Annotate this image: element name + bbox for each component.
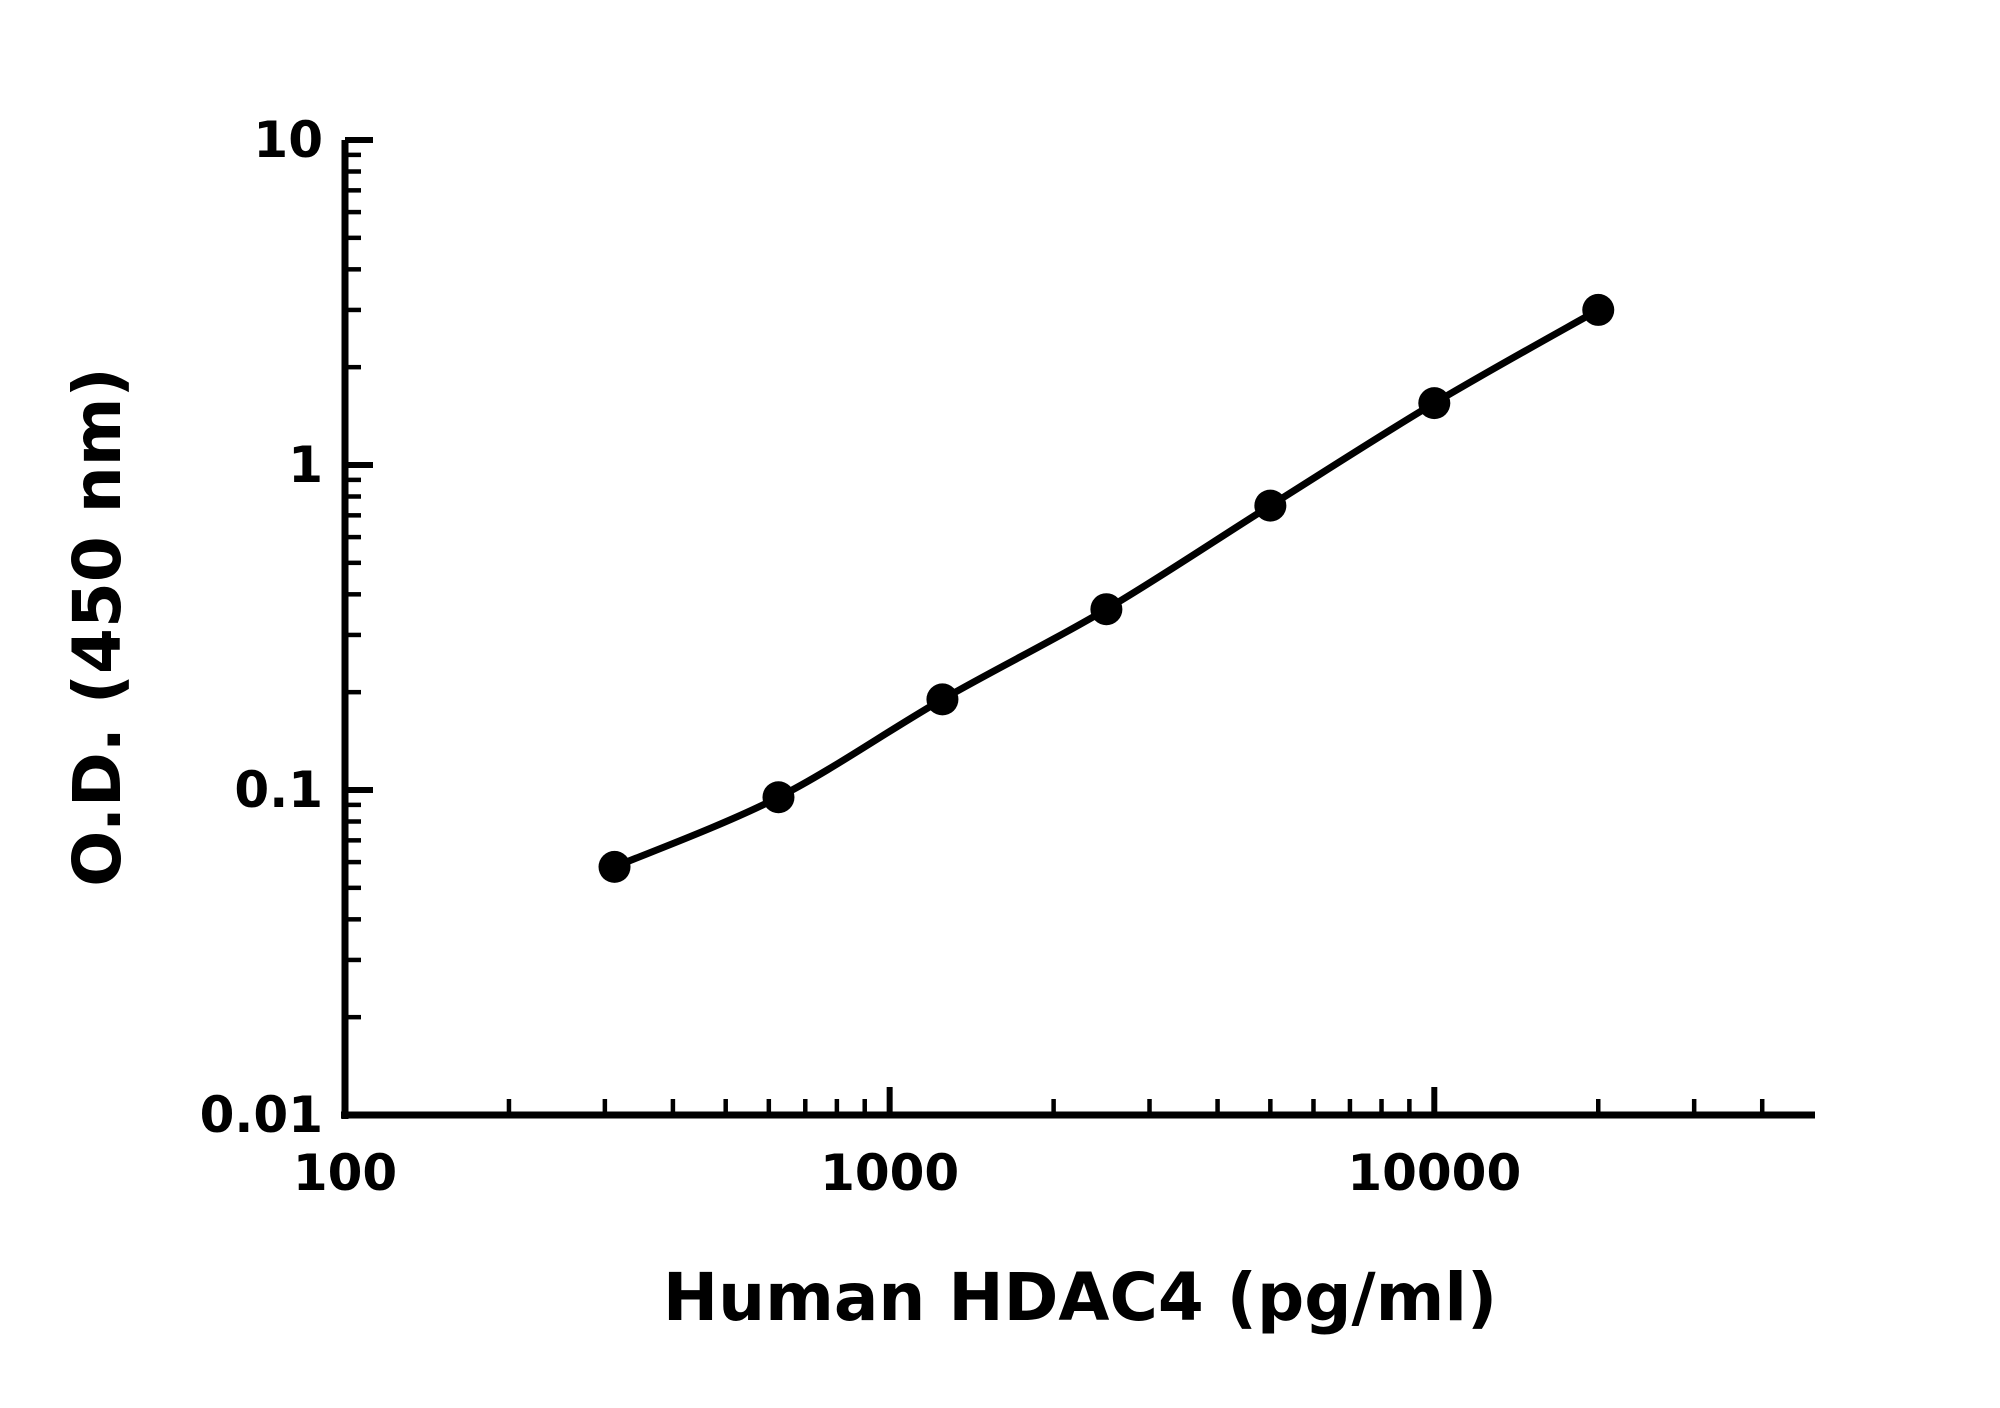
y-tick-label: 0.01 xyxy=(200,1086,323,1144)
data-point xyxy=(598,850,631,883)
axes-layer xyxy=(341,137,1815,1119)
x-tick-label: 1000 xyxy=(820,1144,959,1202)
y-tick-label: 0.1 xyxy=(234,761,323,819)
data-point xyxy=(762,781,795,814)
y-axis-title: O.D. (450 nm) xyxy=(59,367,136,886)
data-point xyxy=(926,683,959,716)
y-tick-label: 1 xyxy=(288,436,323,494)
curve-line xyxy=(611,306,1602,871)
data-series-layer xyxy=(598,293,1615,883)
data-point xyxy=(1418,387,1451,420)
tick-label-layer: 100 1000 10000 0.01 0.1 1 10 xyxy=(200,111,1522,1202)
x-axis-title: Human HDAC4 (pg/ml) xyxy=(663,1259,1497,1336)
x-tick-label: 100 xyxy=(293,1144,397,1202)
y-tick-label: 10 xyxy=(253,111,323,169)
data-point xyxy=(1090,593,1123,626)
data-point xyxy=(1582,293,1615,326)
data-point xyxy=(1254,489,1287,522)
x-tick-label: 10000 xyxy=(1347,1144,1521,1202)
